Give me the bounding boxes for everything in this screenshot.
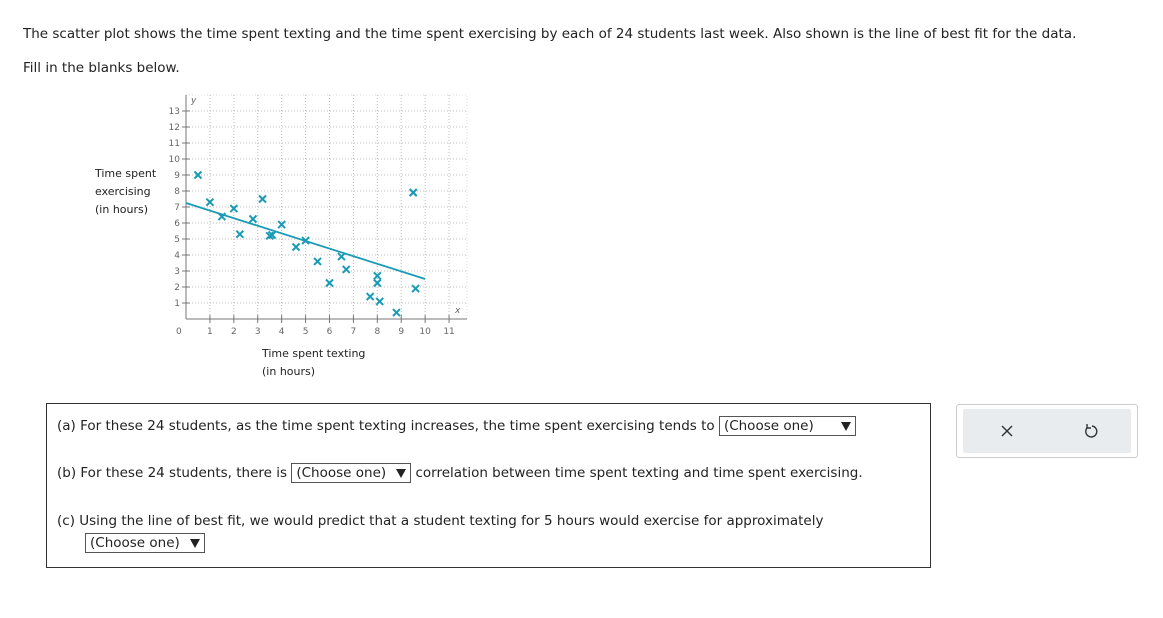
y-tick-label: 10 — [169, 155, 181, 165]
point — [193, 170, 203, 180]
point — [267, 230, 277, 240]
dropdown-text: (Choose one) — [723, 418, 814, 434]
dropdown[interactable]: (Choose one) — [291, 463, 412, 483]
x-tick-label: 10 — [419, 327, 431, 337]
question-text: (a) For these 24 students, as the time s… — [57, 418, 715, 434]
point — [313, 257, 322, 266]
y-axis-symbol: y — [190, 96, 197, 106]
y-tick-label: 11 — [169, 139, 180, 149]
question-text: correlation between time spent texting a… — [415, 465, 863, 481]
x-tick-label: 9 — [398, 327, 404, 337]
point — [325, 278, 334, 288]
dropdown[interactable]: (Choose one) — [718, 416, 856, 436]
x-tick-label: 8 — [374, 327, 380, 337]
x-axis-label: Time spent texting — [261, 347, 365, 360]
y-tick-label: 7 — [174, 203, 180, 213]
x-tick-label: 7 — [351, 327, 357, 337]
point — [365, 292, 375, 301]
point — [411, 284, 420, 293]
dropdown-text: (Choose one) — [296, 465, 387, 481]
dropdown-arrow — [840, 421, 851, 431]
origin-label: 0 — [176, 327, 182, 337]
point — [248, 214, 258, 224]
question-text: (b) For these 24 students, there is — [57, 465, 288, 481]
dropdown[interactable]: (Choose one) — [85, 533, 205, 553]
x-axis-symbol: x — [454, 306, 461, 316]
x-tick-label: 2 — [231, 327, 237, 337]
point — [375, 297, 384, 306]
point — [408, 188, 418, 197]
question-text: (c) Using the line of best fit, we would… — [57, 513, 824, 529]
y-tick-label: 5 — [174, 235, 180, 245]
point — [265, 231, 274, 241]
y-tick-label: 1 — [174, 299, 180, 309]
point — [342, 265, 351, 274]
question: (Choose one) — [85, 533, 205, 553]
y-tick-label: 3 — [174, 267, 180, 277]
point — [301, 236, 310, 245]
action-panel — [956, 404, 1138, 458]
action-bar — [963, 409, 1131, 453]
y-tick-label: 2 — [174, 283, 180, 293]
question: (b) For these 24 students, there is (Cho… — [57, 463, 863, 483]
clear-button[interactable] — [1000, 424, 1014, 438]
x-tick-label: 4 — [279, 327, 285, 337]
point — [217, 212, 227, 221]
dropdown-arrow — [189, 538, 200, 548]
prompt-line: The scatter plot shows the time spent te… — [23, 26, 1077, 42]
point — [229, 204, 239, 213]
point — [291, 242, 301, 252]
point — [277, 220, 286, 229]
point — [373, 271, 382, 281]
y-tick-label: 8 — [174, 187, 180, 197]
point — [373, 278, 382, 288]
undo-button[interactable] — [1083, 423, 1099, 439]
question-box: (a) For these 24 students, as the time s… — [46, 403, 931, 568]
point — [235, 229, 245, 239]
x-tick-label: 5 — [303, 327, 309, 337]
y-axis-label: (in hours) — [95, 203, 148, 216]
y-axis-label: exercising — [95, 185, 151, 198]
point — [205, 197, 215, 207]
x-tick-label: 6 — [327, 327, 333, 337]
y-tick-label: 6 — [174, 219, 180, 229]
x-tick-label: 11 — [443, 327, 454, 337]
y-tick-label: 9 — [174, 171, 180, 181]
dropdown-arrow — [396, 468, 407, 478]
y-tick-label: 4 — [174, 251, 180, 261]
prompt-line: Fill in the blanks below. — [23, 60, 180, 76]
question: (a) For these 24 students, as the time s… — [57, 416, 856, 436]
y-tick-label: 13 — [169, 107, 180, 117]
point — [392, 308, 401, 317]
x-axis-label: (in hours) — [262, 365, 315, 378]
point — [258, 194, 267, 204]
point — [337, 252, 346, 261]
dropdown-text: (Choose one) — [90, 535, 180, 551]
y-axis-label: Time spent — [94, 167, 157, 180]
x-tick-label: 3 — [255, 327, 261, 337]
x-tick-label: 1 — [207, 327, 213, 337]
y-tick-label: 12 — [169, 123, 180, 133]
